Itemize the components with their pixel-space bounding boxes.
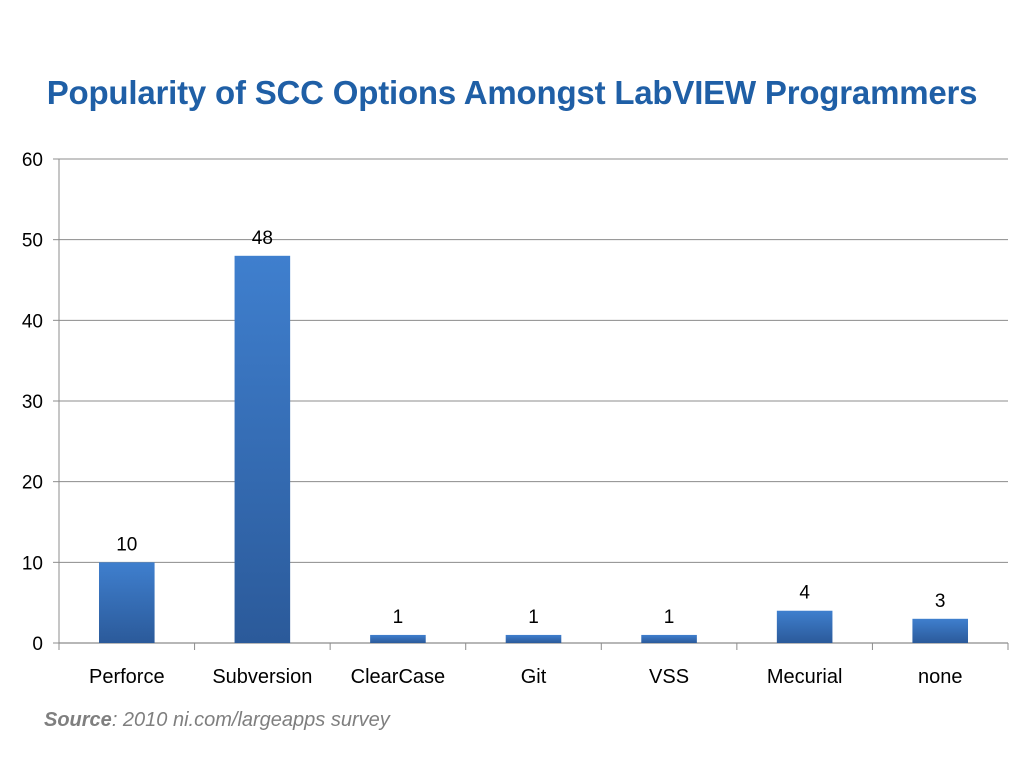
x-axis-tick-labels: Perforce Subversion ClearCase Git VSS Mecuria… [89, 666, 962, 688]
bars [98, 255, 969, 644]
bar-value-label: 48 [252, 228, 273, 249]
y-axis-tick-label: 10 [22, 553, 43, 574]
source-text: : 2010 ni.com/largeapps survey [111, 709, 390, 731]
y-axis-tick-label: 40 [22, 311, 43, 332]
x-axis-tick-label: ClearCase [351, 666, 445, 688]
source-note: Source: 2010 ni.com/largeapps survey [44, 709, 390, 732]
axes [53, 158, 1009, 650]
bar-value-label: 1 [393, 607, 404, 628]
x-axis-tick-label: none [918, 666, 963, 688]
x-axis-tick-label: Git [521, 666, 547, 688]
gridlines [59, 158, 1008, 563]
x-axis-tick-label: Perforce [89, 666, 165, 688]
bar-value-label: 3 [935, 591, 946, 612]
bar-value-label: 1 [664, 607, 675, 628]
bar-value-label: 1 [528, 607, 539, 628]
y-axis-tick-label: 0 [32, 634, 43, 655]
bar [912, 618, 969, 643]
y-axis-tick-label: 50 [22, 231, 43, 252]
bar [505, 634, 562, 643]
bar [641, 634, 697, 643]
data-labels: 10 48 1 1 1 4 3 [116, 228, 945, 628]
bar [234, 255, 291, 644]
y-axis-tick-label: 60 [22, 150, 43, 171]
y-axis-tick-labels: 0 10 20 30 40 50 60 [22, 150, 43, 655]
x-axis-tick-label: Subversion [212, 666, 312, 688]
source-label: Source [44, 709, 112, 731]
bar [98, 562, 155, 643]
x-axis-tick-label: VSS [649, 666, 689, 688]
bar-value-label: 4 [799, 583, 810, 604]
chart-title: Popularity of SCC Options Amongst LabVIE… [46, 74, 978, 111]
y-axis-tick-label: 20 [22, 473, 43, 494]
bar [370, 634, 426, 643]
y-axis-tick-label: 30 [22, 392, 43, 413]
bar-value-label: 10 [116, 534, 137, 555]
bar [776, 610, 833, 643]
x-axis-tick-label: Mecurial [767, 666, 843, 688]
